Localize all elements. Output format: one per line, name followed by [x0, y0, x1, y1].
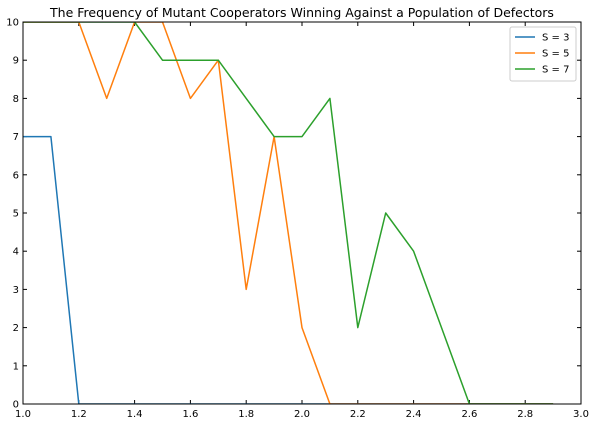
y-tick-label: 3	[13, 285, 19, 296]
legend-label: S = 3	[542, 33, 569, 44]
x-tick-label: 3.0	[573, 409, 589, 420]
x-tick-label: 1.4	[127, 409, 143, 420]
x-tick-label: 2.0	[294, 409, 310, 420]
axis-ticks: 1.0 1.2 1.4 1.6 1.8 2.0 2.2 2.4 2.6 2.8 3.0 0 1 2 3 4 5 6…	[6, 18, 589, 421]
series-line-2	[23, 22, 554, 404]
x-tick-label: 2.8	[517, 409, 533, 420]
plot-frame	[22, 21, 582, 405]
y-tick-label: 1	[13, 361, 19, 372]
y-tick-label: 9	[13, 56, 19, 67]
y-tick-label: 4	[13, 247, 19, 258]
x-tick-label: 1.6	[182, 409, 198, 420]
y-tick-label: 0	[13, 400, 19, 411]
y-tick-label: 7	[13, 132, 19, 143]
legend: S = 3 S = 5 S = 7	[509, 26, 577, 82]
y-tick-label: 8	[13, 94, 19, 105]
x-tick-label: 2.6	[461, 409, 477, 420]
chart-title: The Frequency of Mutant Cooperators Winn…	[49, 5, 554, 20]
y-tick-label: 10	[6, 18, 19, 29]
x-tick-label: 1.8	[238, 409, 254, 420]
legend-label: S = 7	[542, 65, 569, 76]
y-tick-label: 2	[13, 323, 19, 334]
series-line-3	[23, 22, 554, 404]
legend-label: S = 5	[542, 49, 569, 60]
y-tick-label: 5	[13, 209, 19, 220]
y-tick-label: 6	[13, 170, 19, 181]
series-line-1	[23, 135, 554, 404]
x-tick-label: 1.0	[15, 409, 31, 420]
x-tick-label: 2.2	[350, 409, 366, 420]
x-tick-label: 1.2	[71, 409, 87, 420]
series-lines	[23, 22, 554, 404]
legend-box	[509, 26, 577, 82]
x-tick-label: 2.4	[406, 409, 422, 420]
